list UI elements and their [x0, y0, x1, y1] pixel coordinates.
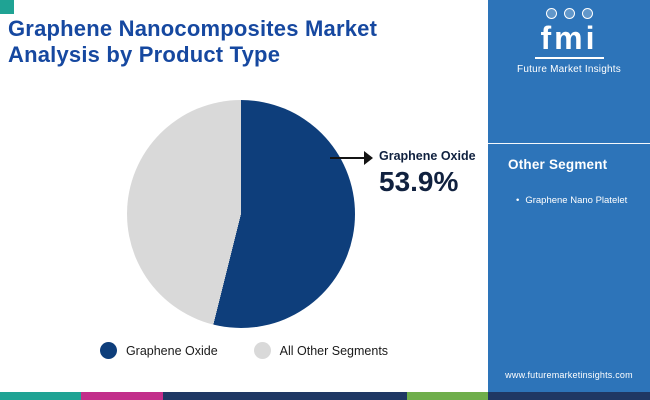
legend-item-graphene-oxide: Graphene Oxide [99, 342, 218, 359]
list-item-label: Graphene Nano Platelet [525, 195, 628, 206]
brand-sidebar: fmi Future Market Insights Other Segment… [488, 0, 650, 392]
logo-text: fmi [534, 22, 604, 59]
chart-legend: Graphene Oxide All Other Segments [0, 342, 488, 359]
page-title: Graphene Nanocomposites Market Analysis … [8, 16, 480, 69]
stripe-segment [163, 392, 407, 400]
callout-value: 53.9% [379, 166, 459, 197]
legend-swatch-graphene-oxide [99, 342, 117, 359]
legend-swatch-all-other-segments [253, 342, 271, 359]
callout-arrow-head-icon [364, 151, 373, 165]
stripe-segment [407, 392, 488, 400]
other-segment-heading: Other Segment [508, 157, 608, 172]
stripe-segment [488, 392, 650, 400]
brand-name: Future Market Insights [517, 64, 621, 75]
fmi-logo: fmi Future Market Insights [488, 8, 650, 75]
callout-label: Graphene Oxide [379, 149, 476, 163]
bullet-icon: • [516, 195, 520, 206]
list-item: • Graphene Nano Platelet [516, 195, 627, 206]
legend-item-all-other-segments: All Other Segments [253, 342, 389, 359]
logo-person-icon [545, 8, 557, 19]
website-url: www.futuremarketinsights.com [505, 370, 633, 380]
logo-person-icon [581, 8, 593, 19]
accent-square [0, 0, 14, 14]
footer-stripe [0, 392, 650, 400]
sidebar-divider [488, 143, 650, 144]
logo-icons [488, 8, 650, 19]
legend-label: Graphene Oxide [125, 343, 218, 358]
logo-person-icon [563, 8, 575, 19]
legend-label: All Other Segments [279, 343, 389, 358]
title-line-2: Analysis by Product Type [8, 42, 281, 68]
title-line-1: Graphene Nanocomposites Market [8, 16, 378, 41]
pie-chart [127, 100, 355, 328]
stripe-segment [81, 392, 163, 400]
stripe-segment [0, 392, 81, 400]
callout-arrow [330, 157, 366, 159]
